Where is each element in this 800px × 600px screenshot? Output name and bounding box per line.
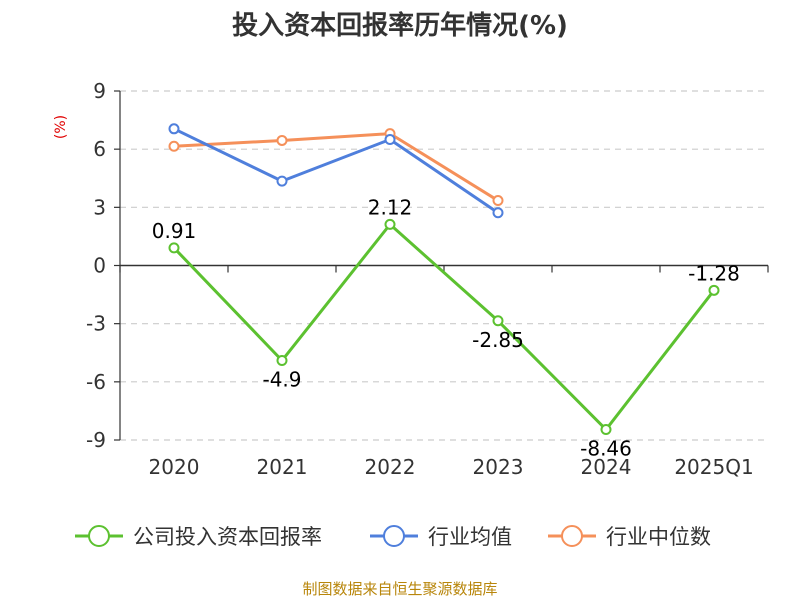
series-line-2 <box>173 132 499 202</box>
series-0-point-3 <box>492 315 504 327</box>
chart-title: 投入资本回报率历年情况(%) <box>232 10 568 41</box>
y-tick-label-1: 6 <box>93 137 106 161</box>
legend-label-2: 行业中位数 <box>606 525 711 549</box>
series-0-point-0 <box>168 242 180 254</box>
series-lines <box>168 123 720 436</box>
data-label-2022: 2.12 <box>368 195 413 219</box>
data-label-2021: -4.9 <box>262 368 301 392</box>
legend-label-1: 行业均值 <box>428 525 512 549</box>
series-1-point-1 <box>276 175 288 187</box>
axes: 9 6 3 0 -3 -6 -9 2020 2021 2022 2023 2024 2025Q1 <box>86 79 769 479</box>
x-tick-label-2023: 2023 <box>473 455 524 479</box>
legend-marker-0 <box>88 525 110 547</box>
data-label-2025Q1: -1.28 <box>688 261 740 285</box>
series-0-point-4 <box>600 424 612 436</box>
y-tick-label-4: -3 <box>86 312 106 336</box>
legend-label-0: 公司投入资本回报率 <box>133 525 322 549</box>
series-0-point-2 <box>384 218 396 230</box>
x-tick-label-2022: 2022 <box>365 455 416 479</box>
series-2-point-0 <box>168 140 180 152</box>
y-tick-label-6: -9 <box>86 428 106 452</box>
series-line-1 <box>173 127 499 215</box>
series-0-point-5 <box>708 284 720 296</box>
x-tick-label-2021: 2021 <box>257 455 308 479</box>
data-labels: 0.91 -4.9 2.12 -2.85 -8.46 -1.28 <box>152 195 740 460</box>
source-note: 制图数据来自恒生聚源数据库 <box>302 580 497 598</box>
x-tick-label-2024: 2024 <box>581 455 632 479</box>
series-1-point-3 <box>492 207 504 219</box>
legend-marker-1 <box>383 525 405 547</box>
y-axis-unit: (%) <box>53 115 69 139</box>
series-2-point-1 <box>276 134 288 146</box>
y-tick-label-3: 0 <box>93 254 106 278</box>
series-line-0 <box>172 222 716 432</box>
x-tick-label-2020: 2020 <box>149 455 200 479</box>
data-label-2024: -8.46 <box>580 437 632 461</box>
series-1-point-2 <box>384 133 396 145</box>
data-label-2020: 0.91 <box>152 219 197 243</box>
series-0-point-1 <box>276 355 288 367</box>
series-1-point-0 <box>168 123 180 135</box>
series-2-point-3 <box>492 195 504 207</box>
x-tick-label-2025Q1: 2025Q1 <box>674 455 753 479</box>
y-tick-label-2: 3 <box>93 195 106 219</box>
legend: 公司投入资本回报率 行业均值 行业中位数 <box>75 525 711 549</box>
y-tick-label-5: -6 <box>86 370 106 394</box>
data-label-2023: -2.85 <box>472 328 524 352</box>
y-tick-label-0: 9 <box>93 79 106 103</box>
gridlines <box>120 90 768 441</box>
legend-marker-2 <box>561 525 583 547</box>
